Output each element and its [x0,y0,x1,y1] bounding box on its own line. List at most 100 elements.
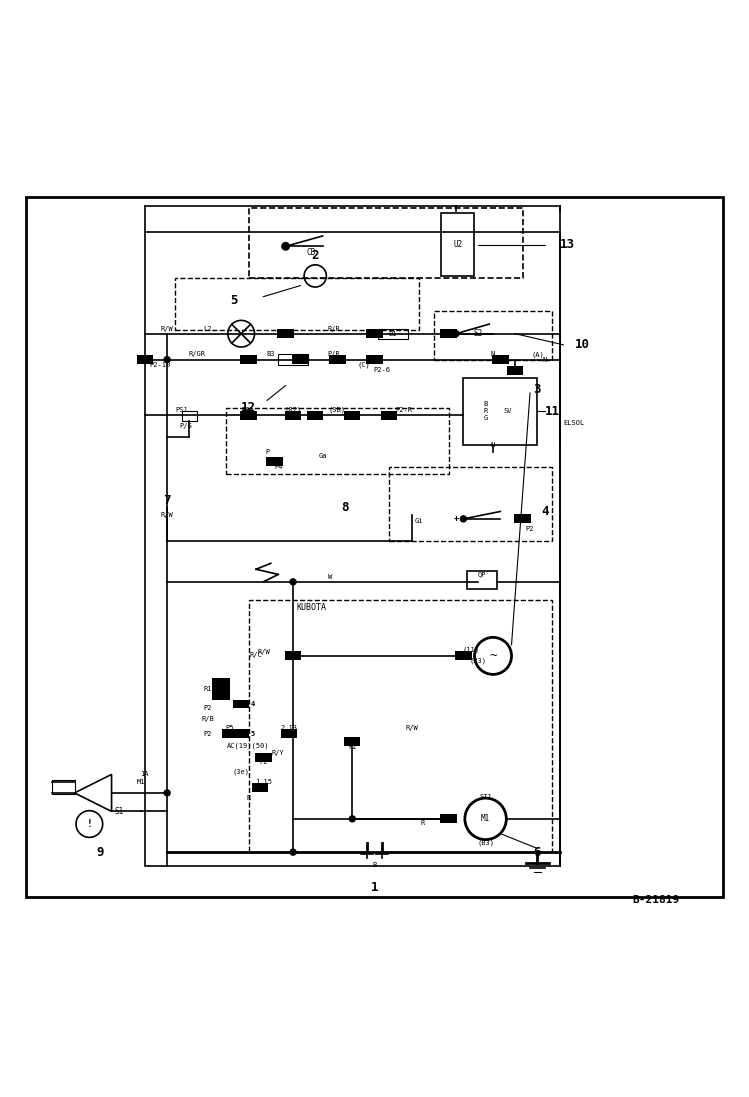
Bar [175,279,419,330]
Text: PS1: PS1 [175,407,188,412]
Text: N: N [491,351,495,358]
Text: 4: 4 [250,701,255,708]
Text: R/B: R/B [201,716,214,722]
Text: P2: P2 [204,705,212,712]
Text: KUBOTA: KUBOTA [297,603,327,612]
Text: B-21819: B-21819 [632,895,679,905]
Bar [52,780,75,794]
Text: SV: SV [503,408,512,415]
Circle shape [163,789,171,796]
Bar [222,730,238,738]
Circle shape [289,578,297,586]
Text: 8: 8 [341,501,348,514]
Text: 12: 12 [241,402,256,415]
Text: GN: GN [518,516,527,522]
Bar [277,329,294,338]
Bar [211,678,230,700]
Text: S1: S1 [115,807,124,816]
Text: L2: L2 [204,326,212,331]
Text: P2: P2 [204,731,212,737]
Text: !: ! [86,819,92,829]
Bar [344,736,360,746]
Bar [249,207,523,279]
Text: P2-R: P2-R [395,407,413,412]
Text: 3: 3 [534,383,542,396]
Text: (3e): (3e) [233,769,249,776]
Text: 1A: 1A [141,771,149,778]
Text: 5: 5 [250,731,255,737]
Bar [226,408,449,474]
Text: R/C: R/C [249,652,262,658]
Text: R/Y: R/Y [272,750,285,756]
Bar [366,329,383,338]
Text: +: + [453,514,458,523]
Circle shape [281,241,290,251]
Text: 9: 9 [97,846,104,859]
Text: ELSOL: ELSOL [564,419,585,426]
Text: B: B [372,862,377,868]
Text: Ga: Ga [318,453,327,459]
Bar [145,233,560,866]
Bar [455,652,472,660]
Bar [292,355,309,364]
Text: QP: QP [478,572,486,577]
Text: 2: 2 [312,249,319,262]
Text: R: R [246,795,251,801]
Text: R/W: R/W [257,649,270,655]
Text: 10: 10 [574,338,589,351]
Text: U2: U2 [454,240,463,249]
Text: P2: P2 [259,759,267,765]
Bar [278,354,308,365]
Bar [441,213,474,276]
Bar [515,514,531,523]
Circle shape [460,516,467,522]
Text: P2-10: P2-10 [149,362,170,367]
Text: R/W: R/W [161,512,174,518]
Text: N: N [543,358,547,363]
Bar [285,410,301,420]
Text: (B3): (B3) [470,658,487,665]
Bar [240,355,257,364]
Text: M1: M1 [481,814,491,824]
Text: R/W: R/W [161,326,174,331]
Bar [137,355,153,364]
Text: (C): (C) [357,362,370,369]
Text: (A): (A) [531,351,544,358]
Text: 5: 5 [230,294,237,307]
Text: 1: 1 [371,881,378,894]
Text: (B3): (B3) [477,839,494,846]
Bar [389,467,552,541]
Text: CB: CB [307,248,316,257]
Text: P4: P4 [274,464,282,470]
Text: (11): (11) [462,647,479,653]
Bar [307,410,324,420]
Text: 11: 11 [545,405,560,418]
Bar [381,410,398,420]
Text: R1: R1 [204,687,212,692]
Text: P/G: P/G [179,423,192,429]
Bar [240,410,257,420]
Bar [330,355,345,364]
Text: P2: P2 [526,525,534,532]
Text: 2.13: 2.13 [281,725,298,731]
Circle shape [289,848,297,856]
Text: P2-6: P2-6 [374,367,390,373]
Text: B
R
G: B R G [483,402,488,421]
Text: 13: 13 [560,238,574,251]
Bar [467,570,497,589]
Bar [378,328,407,339]
Text: R/W: R/W [405,725,418,731]
Bar [440,329,457,338]
Bar [255,753,272,761]
Bar [344,410,360,420]
Text: B3: B3 [267,351,275,358]
Bar [249,600,552,852]
Bar [267,456,282,465]
Text: 7: 7 [163,494,171,507]
Text: M1: M1 [137,779,145,784]
Text: 4: 4 [541,505,548,518]
Text: ~: ~ [489,649,497,663]
Text: Gi: Gi [415,518,423,524]
Bar [366,355,383,364]
Text: 1.15: 1.15 [255,779,272,784]
